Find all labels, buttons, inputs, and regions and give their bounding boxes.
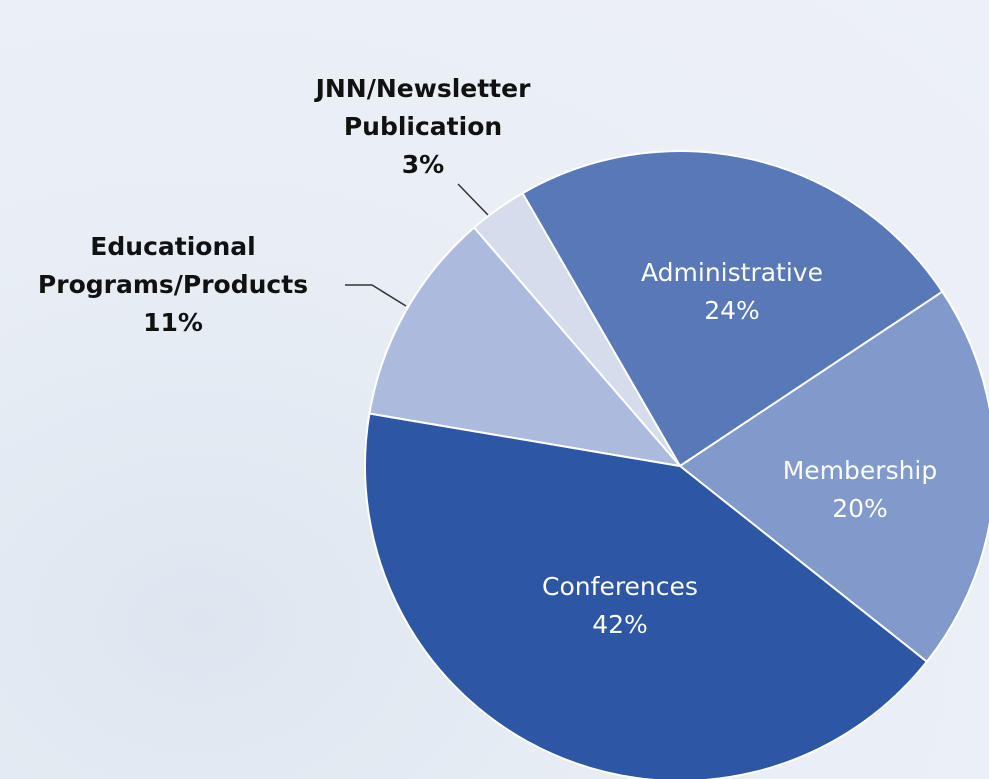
category-label: Educational Programs/Products <box>37 232 309 299</box>
category-label: Conferences <box>542 572 698 601</box>
slice-label: Administrative 24% <box>582 254 882 330</box>
pie-slice <box>678 290 989 664</box>
value-label: 20% <box>832 494 888 523</box>
slice-label: Membership 20% <box>730 452 989 528</box>
slice-label: JNN/Newsletter Publication 3% <box>286 70 561 184</box>
value-label: 42% <box>592 610 648 639</box>
value-label: 11% <box>143 308 203 337</box>
slice-label: Conferences 42% <box>470 568 770 644</box>
category-label: Administrative <box>641 258 823 287</box>
pie-slice <box>364 412 929 779</box>
category-label: JNN/Newsletter Publication <box>315 74 531 141</box>
category-label: Membership <box>782 456 938 485</box>
value-label: 3% <box>401 150 445 179</box>
pie-slice <box>368 226 683 468</box>
pie-slice <box>472 191 681 467</box>
slice-label: Educational Programs/Products 11% <box>8 228 338 342</box>
leader-line <box>345 284 407 307</box>
pie-slice <box>521 150 944 468</box>
value-label: 24% <box>704 296 760 325</box>
leader-line <box>457 183 489 216</box>
